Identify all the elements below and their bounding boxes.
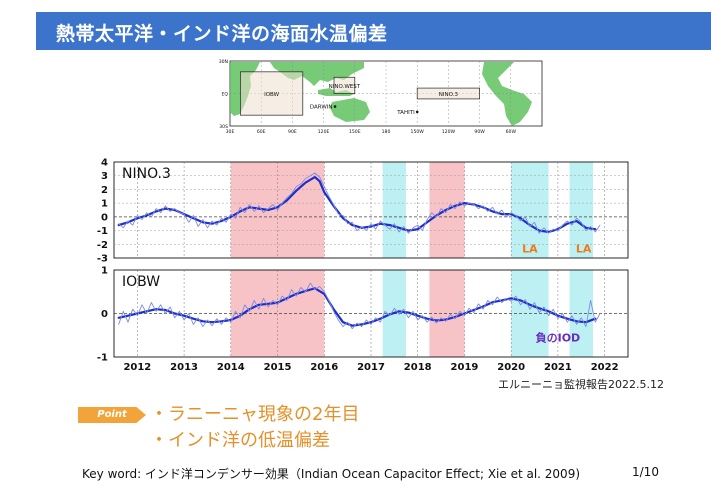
- map-lon-label: 120E: [318, 129, 330, 135]
- map-region-box: [333, 76, 356, 94]
- map-lon-label: 60E: [257, 129, 266, 135]
- map-lon-label: 90E: [288, 129, 297, 135]
- x-tick-label: 2012: [123, 362, 151, 373]
- asia-landmass: [270, 62, 364, 86]
- monthly-anomaly-line: [118, 282, 601, 330]
- point-text-1: ・ラニーニャ現象の2年目: [150, 404, 360, 425]
- map-region-label: NINO.3: [439, 92, 459, 98]
- x-tick-label: 2018: [404, 362, 432, 373]
- running-mean-line: [117, 287, 597, 327]
- la-nina-band: [569, 162, 593, 258]
- map-lon-label: 120W: [442, 129, 456, 135]
- la-nina-band: [382, 162, 407, 258]
- map-lon-label: 180: [382, 129, 391, 135]
- map-lon-label: 150W: [411, 129, 425, 135]
- map-lat-label: 30S: [219, 124, 228, 130]
- x-tick-label: 2022: [591, 362, 619, 373]
- negative-iod-label: 負のIOD: [536, 330, 581, 344]
- y-tick-label: 2: [101, 185, 108, 196]
- la-nina-label: LA: [576, 242, 592, 255]
- la-nina-label: LA: [522, 242, 538, 255]
- map-lon-label: 150E: [349, 129, 361, 135]
- la-nina-band: [511, 162, 549, 258]
- y-tick-label: 4: [101, 158, 108, 169]
- y-tick-label: 0: [101, 309, 108, 320]
- map-station-dot: [415, 110, 419, 114]
- y-tick-label: -2: [97, 240, 108, 251]
- map-region-label: NINO.WEST: [329, 84, 361, 90]
- x-tick-label: 2017: [357, 362, 385, 373]
- americas-landmass: [482, 62, 532, 126]
- map-region-box: [416, 87, 480, 100]
- running-mean-line: [117, 176, 597, 234]
- x-tick-label: 2020: [497, 362, 525, 373]
- page-number: 1/10: [632, 465, 659, 479]
- map-lon-label: 30E: [226, 129, 235, 135]
- y-tick-label: 0: [101, 212, 108, 223]
- map-lon-label: 90W: [474, 129, 485, 135]
- map-station-label: TAHITI: [396, 110, 415, 116]
- x-tick-label: 2019: [451, 362, 479, 373]
- y-tick-label: -1: [97, 226, 108, 237]
- x-tick-label: 2016: [310, 362, 338, 373]
- panel-name-label: IOBW: [122, 274, 160, 290]
- x-tick-label: 2021: [544, 362, 572, 373]
- title-bar: 熱帯太平洋・インド洋の海面水温偏差: [36, 12, 711, 50]
- y-tick-label: 1: [101, 266, 108, 277]
- panel-name-label: NINO.3: [122, 166, 171, 182]
- y-tick-label: 1: [101, 199, 108, 210]
- point-text-2: ・インド洋の低温偏差: [150, 430, 330, 451]
- y-tick-label: -1: [97, 353, 108, 364]
- australia-landmass: [330, 98, 370, 122]
- map-region-label: IOBW: [264, 92, 280, 98]
- monthly-anomaly-line: [118, 172, 601, 234]
- map-region-box: [240, 71, 304, 116]
- map-station-label: DARWIN: [310, 105, 333, 111]
- region-map: IOBW NINO.WEST NINO.3 DARWIN TAHITI 30N EQ 30…: [219, 59, 543, 135]
- map-lat-label: EQ: [221, 91, 228, 97]
- map-station-dot: [333, 105, 337, 108]
- slide-title: 熱帯太平洋・インド洋の海面水温偏差: [56, 23, 388, 45]
- point-badge: Point: [78, 407, 146, 423]
- x-tick-label: 2015: [264, 362, 292, 373]
- x-tick-label: 2013: [170, 362, 198, 373]
- y-tick-label: 3: [101, 171, 108, 182]
- y-tick-label: -3: [97, 254, 108, 265]
- footer-keyword: Key word: インド洋コンデンサー効果（Indian Ocean Capa…: [82, 467, 581, 481]
- map-lat-label: 30N: [219, 59, 228, 65]
- report-credit: エルニーニョ監視報告2022.5.12: [498, 378, 664, 391]
- map-lon-label: 60W: [506, 129, 517, 135]
- x-tick-label: 2014: [217, 362, 245, 373]
